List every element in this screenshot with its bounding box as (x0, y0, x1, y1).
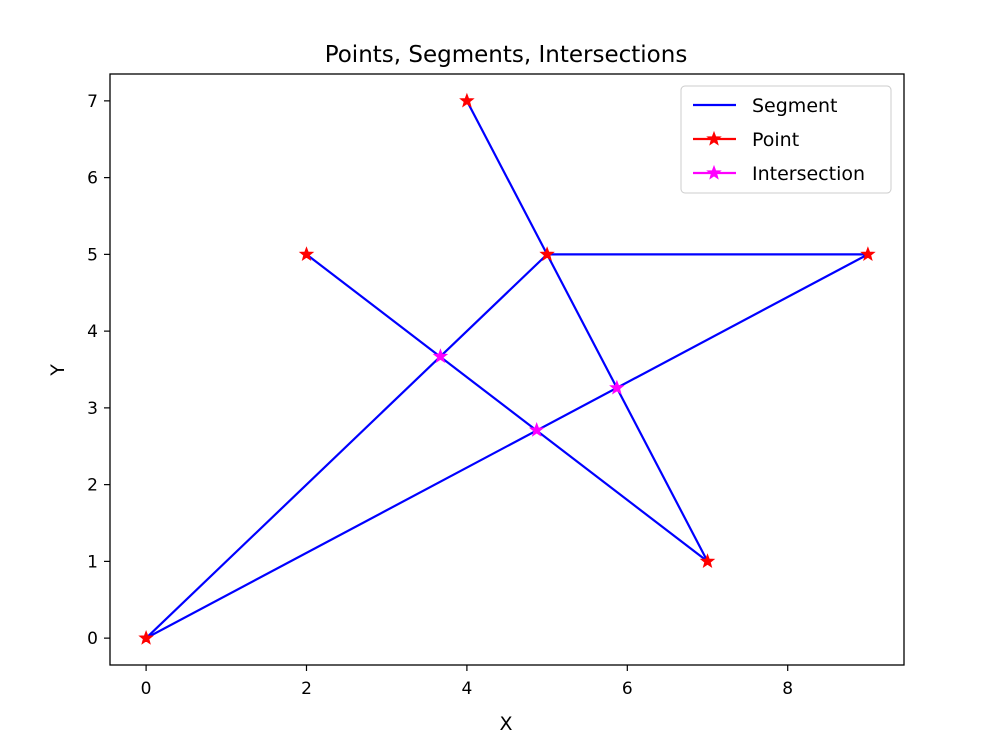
segment-line-3 (145, 253, 869, 640)
point-marker-4 (298, 246, 315, 261)
segment-line-1 (145, 253, 548, 639)
x-tick-label: 8 (782, 679, 793, 699)
y-axis: 0 1 2 3 4 5 6 7 (87, 92, 110, 649)
point-marker-2 (539, 246, 555, 261)
legend-box (680, 85, 892, 194)
y-tick-label: 5 (87, 245, 98, 265)
intersection-marker-1 (432, 348, 449, 364)
intersection-marker-2 (528, 421, 545, 437)
axes-frame (109, 73, 905, 666)
y-tick-label: 1 (87, 552, 98, 572)
plot-area (138, 92, 876, 645)
y-tick-label: 7 (87, 92, 98, 112)
y-tick-label: 3 (87, 399, 98, 419)
legend-label-intersection: Intersection (752, 163, 865, 185)
legend: Segment Point Intersection (680, 85, 892, 194)
y-tick-label: 4 (87, 322, 98, 342)
legend-marker-intersection (706, 164, 722, 180)
x-axis-label: X (499, 713, 512, 735)
y-tick-label: 0 (87, 629, 98, 649)
x-tick-label: 6 (622, 679, 633, 699)
y-axis-label: Y (47, 364, 69, 377)
segment-line-4 (305, 253, 709, 563)
point-marker-1 (138, 629, 154, 645)
legend-label-segment: Segment (752, 95, 838, 117)
legend-label-point: Point (752, 129, 799, 151)
y-tick-label: 2 (87, 476, 98, 496)
x-tick-label: 2 (301, 679, 312, 699)
intersection-marker-3 (609, 379, 625, 395)
x-tick-label: 0 (141, 679, 152, 699)
legend-marker-point (706, 130, 722, 146)
x-axis: 0 2 4 6 8 (141, 665, 793, 699)
x-tick-label: 4 (461, 679, 472, 699)
segment-line-5 (465, 100, 709, 562)
point-marker-3 (860, 246, 876, 261)
point-marker-5 (699, 553, 716, 568)
point-marker-6 (459, 92, 475, 108)
chart-title: Points, Segments, Intersections (325, 42, 688, 68)
y-tick-label: 6 (87, 169, 98, 189)
